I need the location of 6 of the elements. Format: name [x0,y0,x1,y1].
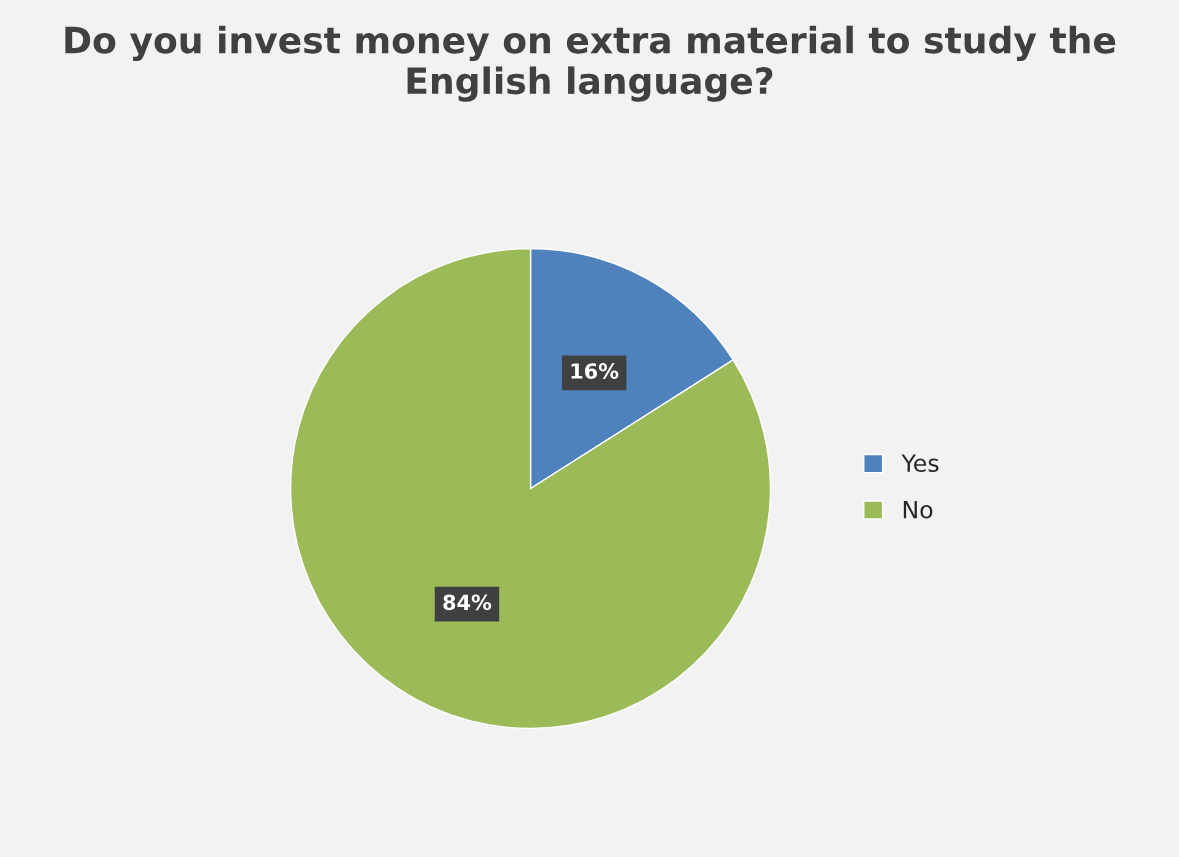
data-label: 84% [443,594,492,611]
legend-label: No [903,501,933,519]
pie-slice [289,247,772,730]
legend-label: Yes [901,454,939,473]
chart-title: Do you invest money on extra material to study the English language? [65,25,1116,102]
data-label: 16% [571,363,619,379]
